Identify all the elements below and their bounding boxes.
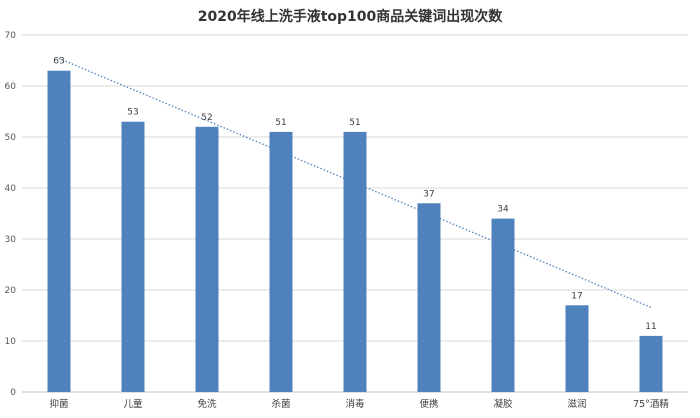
data-label: 51 xyxy=(275,118,286,128)
category-label: 便携 xyxy=(419,398,438,410)
data-label: 51 xyxy=(349,118,360,128)
y-tick-label: 10 xyxy=(5,337,17,347)
y-tick-label: 50 xyxy=(5,133,17,143)
bar xyxy=(491,218,515,392)
bars xyxy=(47,70,663,393)
category-label: 75°酒精 xyxy=(633,398,669,410)
bar xyxy=(47,70,71,392)
y-tick-label: 0 xyxy=(10,388,16,398)
data-label: 17 xyxy=(571,291,582,301)
y-tick-label: 20 xyxy=(5,286,17,296)
bar xyxy=(565,305,589,392)
category-label: 消毒 xyxy=(345,398,365,410)
category-label: 杀菌 xyxy=(271,398,290,410)
bar xyxy=(121,121,145,392)
bar xyxy=(269,131,293,392)
category-label: 凝胶 xyxy=(493,398,513,410)
data-label: 34 xyxy=(497,205,509,215)
data-label: 37 xyxy=(423,189,434,199)
chart-title: 2020年线上洗手液top100商品关键词出现次数 xyxy=(197,9,503,25)
data-label: 52 xyxy=(201,113,212,123)
y-tick-label: 70 xyxy=(5,31,17,41)
data-label: 63 xyxy=(53,57,64,67)
labels: 0 10 20 30 40 50 60 70 63 抑菌 53 儿童 52 免洗 51 杀菌 51 消毒 37 便携 3… xyxy=(5,31,670,410)
bar xyxy=(343,131,367,392)
category-label: 抑菌 xyxy=(49,398,68,410)
y-tick-label: 40 xyxy=(5,184,17,194)
y-tick-label: 30 xyxy=(5,235,17,245)
y-tick-label: 60 xyxy=(5,82,17,92)
bar xyxy=(417,203,441,392)
data-label: 11 xyxy=(645,322,656,332)
data-label: 53 xyxy=(127,108,138,118)
bar xyxy=(639,335,663,392)
category-label: 免洗 xyxy=(197,398,217,410)
category-label: 滋润 xyxy=(567,398,586,410)
category-label: 儿童 xyxy=(123,398,143,410)
bar xyxy=(195,126,219,393)
